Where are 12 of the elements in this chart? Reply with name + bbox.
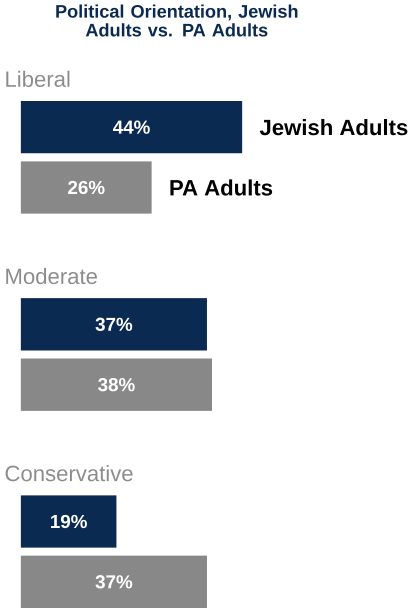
data-label: 44% bbox=[113, 120, 150, 134]
series-label: PA Adults bbox=[170, 179, 272, 196]
data-label: 37% bbox=[96, 575, 132, 588]
data-label: 38% bbox=[98, 378, 135, 392]
data-label: 37% bbox=[96, 318, 132, 331]
series-label: Jewish Adults bbox=[260, 119, 408, 136]
y-tick-label: Moderate bbox=[6, 268, 98, 284]
data-label: 19% bbox=[51, 514, 88, 528]
data-label: 26% bbox=[68, 180, 105, 194]
chart-title: Political Orientation, Jewish Adults vs. PA Adults bbox=[56, 4, 298, 37]
y-tick-label: Liberal bbox=[6, 70, 70, 87]
y-tick-label: Conservative bbox=[6, 465, 133, 482]
